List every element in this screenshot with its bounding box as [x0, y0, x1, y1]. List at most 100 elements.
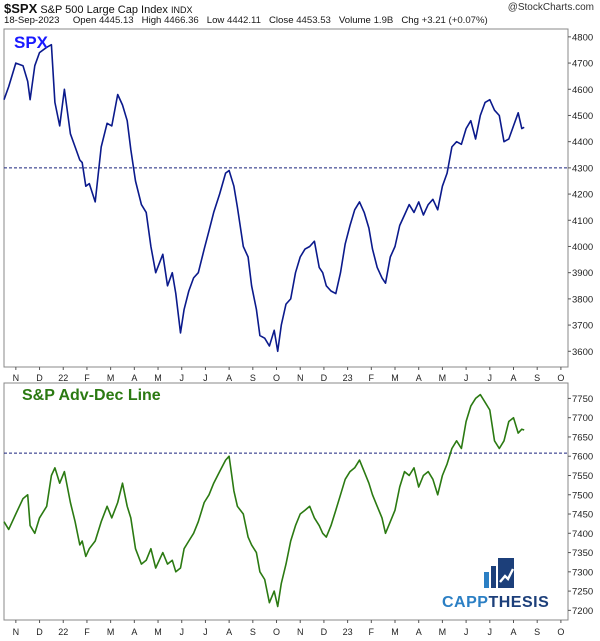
x-tick-label: D	[321, 373, 328, 383]
y-tick-label: 4200	[572, 190, 593, 201]
low-value: 4442.11	[227, 15, 261, 26]
close-value: 4453.53	[296, 15, 331, 26]
volume-value: 1.9B	[373, 15, 394, 26]
panel-frame-1	[3, 28, 569, 368]
high-label: High	[141, 15, 162, 26]
ticker-symbol: $SPX	[4, 1, 38, 16]
x-tick-label: M	[107, 627, 115, 637]
panel-title-2: S&P Adv-Dec Line	[22, 387, 161, 404]
y-tick-label: 7600	[572, 452, 593, 463]
x-tick-label: D	[321, 627, 328, 637]
y-tick-label: 7550	[572, 471, 593, 482]
x-tick-label: M	[439, 373, 447, 383]
logo-text: CAPPTHESIS	[442, 594, 549, 612]
header-row-2: 18-Sep-2023 Open 4445.13 High 4466.36 Lo…	[4, 15, 488, 26]
y-tick-label: 4000	[572, 242, 593, 253]
x-tick-label: A	[510, 373, 516, 383]
x-tick-label: S	[534, 627, 540, 637]
x-tick-label: J	[488, 627, 493, 637]
index-name: S&P 500 Large Cap Index	[40, 4, 168, 16]
panel-frame-2	[3, 382, 569, 621]
y-tick-label: 7700	[572, 413, 593, 424]
y-tick-label: 7750	[572, 394, 593, 405]
x-tick-label: J	[203, 627, 208, 637]
x-tick-label: A	[131, 627, 137, 637]
low-label: Low	[206, 15, 225, 26]
x-tick-label: A	[510, 627, 516, 637]
x-tick-label: S	[534, 373, 540, 383]
series-line-1	[3, 43, 525, 353]
y-tick-label: 7650	[572, 432, 593, 443]
close-label: Close	[269, 15, 294, 26]
x-tick-label: F	[369, 627, 375, 637]
x-tick-label: O	[557, 627, 564, 637]
y-tick-label: 7450	[572, 510, 593, 521]
y-tick-label: 3900	[572, 268, 593, 279]
panel-title-1: SPX	[14, 33, 49, 52]
x-tick-label: J	[179, 627, 184, 637]
x-tick-label: 23	[343, 373, 353, 383]
y-tick-label: 7500	[572, 490, 593, 501]
x-tick-label: 23	[343, 627, 353, 637]
x-tick-label: F	[369, 373, 375, 383]
watermark: @StockCharts.com	[507, 2, 594, 13]
x-tick-label: F	[84, 373, 90, 383]
x-tick-label: N	[13, 627, 20, 637]
chg-label: Chg	[401, 15, 419, 26]
x-tick-label: N	[297, 627, 304, 637]
y-tick-label: 7400	[572, 529, 593, 540]
header-row-1: $SPX S&P 500 Large Cap Index INDX	[4, 1, 193, 16]
high-value: 4466.36	[164, 15, 199, 26]
chg-value: +3.21 (+0.07%)	[421, 15, 488, 26]
open-label: Open	[72, 15, 97, 26]
y-tick-label: 7350	[572, 548, 593, 559]
x-tick-label: O	[273, 373, 280, 383]
y-tick-label: 4400	[572, 137, 593, 148]
x-tick-label: J	[203, 373, 208, 383]
x-tick-label: S	[250, 373, 256, 383]
open-value: 4445.13	[98, 15, 134, 26]
x-tick-label: M	[154, 627, 162, 637]
x-tick-label: A	[226, 373, 232, 383]
x-tick-label: A	[416, 627, 422, 637]
x-tick-label: M	[391, 627, 399, 637]
x-tick-label: 22	[58, 627, 68, 637]
logo-text-part1: CAPP	[442, 594, 489, 611]
x-tick-label: J	[179, 373, 184, 383]
x-tick-label: F	[84, 627, 90, 637]
x-tick-label: M	[439, 627, 447, 637]
x-tick-label: S	[250, 627, 256, 637]
x-tick-label: A	[131, 373, 137, 383]
x-tick-label: D	[36, 373, 43, 383]
x-tick-label: O	[557, 373, 564, 383]
y-tick-label: 3700	[572, 321, 593, 332]
x-tick-label: D	[36, 627, 43, 637]
x-tick-label: M	[107, 373, 115, 383]
x-tick-label: J	[488, 373, 493, 383]
y-tick-label: 7200	[572, 606, 593, 617]
y-tick-label: 4100	[572, 216, 593, 227]
x-tick-label: N	[297, 373, 304, 383]
x-tick-label: M	[154, 373, 162, 383]
y-tick-label: 4800	[572, 32, 593, 43]
y-tick-label: 4700	[572, 59, 593, 70]
logo-text-part2: THESIS	[488, 594, 550, 611]
y-tick-label: 4300	[572, 163, 593, 174]
x-tick-label: M	[391, 373, 399, 383]
x-tick-label: O	[273, 627, 280, 637]
y-tick-label: 3800	[572, 294, 593, 305]
y-tick-label: 7300	[572, 567, 593, 578]
x-tick-label: J	[464, 373, 469, 383]
y-tick-label: 3600	[572, 347, 593, 358]
exchange: INDX	[171, 5, 193, 15]
date: 18-Sep-2023	[4, 15, 60, 26]
x-tick-label: J	[464, 627, 469, 637]
x-tick-label: N	[13, 373, 20, 383]
x-tick-label: 22	[58, 373, 68, 383]
volume-label: Volume	[338, 15, 371, 26]
capp-thesis-logo: CAPPTHESIS	[442, 552, 592, 616]
logo-mark-icon	[484, 558, 515, 588]
y-tick-label: 4500	[572, 111, 593, 122]
y-tick-label: 4600	[572, 85, 593, 96]
